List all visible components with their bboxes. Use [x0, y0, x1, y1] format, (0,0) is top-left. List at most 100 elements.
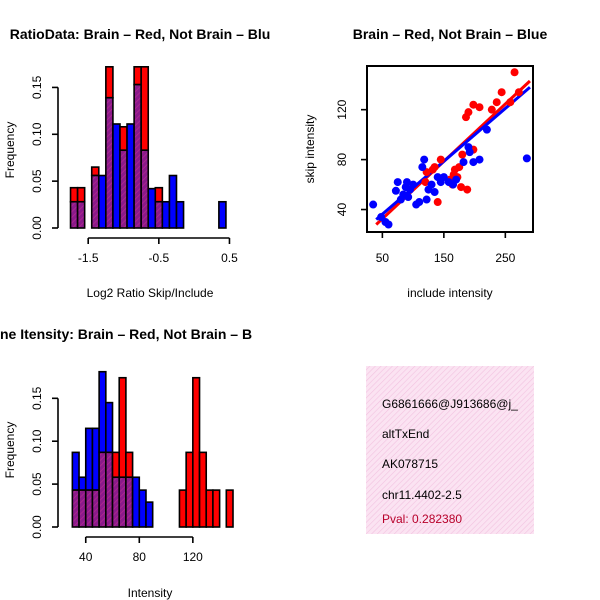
ratio-bar-brain	[69, 186, 79, 203]
intensity-bar-brain	[111, 451, 121, 479]
scatter-point-brain	[436, 155, 445, 164]
scatter-point-not-brain	[430, 188, 439, 197]
intensity-bar-not-brain	[131, 476, 141, 528]
scatter-plot-box	[366, 65, 534, 233]
intensity-bar-brain	[118, 376, 127, 479]
scatter-point-not-brain	[415, 198, 424, 207]
scatter-xlabel: include intensity	[407, 286, 492, 300]
intensity-bar-brain	[225, 489, 234, 528]
intensity-y-tick-label: 0.00	[30, 515, 44, 539]
scatter-point-brain	[428, 165, 437, 174]
intensity-bar-overlap	[105, 451, 114, 528]
intensity-bar-not-brain	[78, 476, 87, 491]
intensity-bar-overlap	[84, 489, 94, 528]
scatter-point-brain	[457, 183, 466, 192]
scatter-point-not-brain	[393, 178, 402, 187]
scatter-point-brain	[433, 198, 442, 207]
scatter-point-not-brain	[475, 155, 484, 164]
intensity-bar-brain	[205, 489, 214, 528]
intensity-histogram-title: ne Itensity: Brain – Red, Not Brain – B	[0, 326, 252, 342]
scatter-point-not-brain	[427, 180, 436, 189]
ratio-bar-overlap	[69, 200, 79, 229]
intensity-x-tick-label: 120	[183, 550, 203, 564]
scatter-point-not-brain	[418, 163, 427, 172]
ratio-bar-overlap	[90, 174, 100, 229]
scatter-y-tick-label: 120	[335, 99, 349, 119]
scatter-x-tick-label: 150	[434, 251, 454, 265]
intensity-bar-brain	[212, 489, 221, 528]
intensity-histogram-axes: 40 80 120 0.00 0.05 0.10 0.15	[30, 386, 203, 564]
intensity-bar-not-brain	[145, 501, 154, 528]
scatter-point-not-brain	[422, 195, 431, 204]
scatter-point-not-brain	[420, 155, 429, 164]
scatter-point-brain	[510, 68, 519, 77]
ratio-y-tick-label: 0.15	[30, 75, 44, 99]
ratio-bar-overlap	[105, 96, 114, 229]
ratio-bar-not-brain	[112, 123, 121, 229]
intensity-bar-not-brain	[138, 489, 147, 528]
intensity-histogram: ne Itensity: Brain – Red, Not Brain – B …	[0, 326, 252, 600]
intensity-bar-brain	[178, 489, 187, 528]
intensity-y-tick-label: 0.05	[30, 472, 44, 496]
info-box: G6861666@J913686@j_ altTxEnd AK078715 ch…	[366, 366, 534, 534]
intensity-x-tick-label: 40	[79, 550, 93, 564]
scatter-point-brain	[461, 113, 470, 122]
intensity-bar-overlap	[125, 476, 134, 528]
scatter-point-brain	[458, 150, 467, 159]
scatter-point-brain	[463, 185, 472, 194]
intensity-bar-overlap	[78, 489, 87, 528]
intensity-bar-not-brain	[105, 401, 114, 454]
scatter-point-not-brain	[469, 158, 478, 167]
scatter-point-not-brain	[452, 175, 461, 184]
intensity-y-tick-label: 0.15	[30, 386, 44, 410]
ratio-y-tick-label: 0.00	[30, 216, 44, 240]
ratio-bar-overlap	[76, 200, 86, 229]
intensity-bar-brain	[185, 451, 194, 528]
ratio-histogram-bars	[69, 66, 227, 229]
intensity-bar-overlap	[91, 489, 100, 528]
scatter-point-brain	[506, 98, 515, 107]
scatter-point-brain	[475, 103, 484, 112]
intensity-scatter: Brain – Red, Not Brain – Blue 50 150 250 40…	[303, 26, 547, 300]
ratio-bar-brain	[133, 66, 142, 86]
ratio-bar-overlap	[140, 149, 150, 229]
scatter-point-brain	[421, 178, 430, 187]
ratio-bar-brain	[76, 186, 86, 203]
ratio-bar-not-brain	[147, 187, 157, 229]
scatter-point-not-brain	[439, 173, 448, 182]
info-pval: Pval: 0.282380	[382, 512, 462, 526]
ratio-bar-not-brain	[161, 200, 171, 229]
ratio-y-tick-label: 0.10	[30, 122, 44, 146]
scatter-point-not-brain	[391, 186, 400, 195]
scatter-point-not-brain	[384, 220, 393, 229]
scatter-point-brain	[469, 100, 478, 109]
ratio-x-tick-label: -0.5	[148, 251, 169, 265]
scatter-point-not-brain	[522, 154, 531, 163]
ratio-x-tick-label: 0.5	[221, 251, 238, 265]
scatter-x-tick-label: 250	[495, 251, 515, 265]
ratio-histogram: RatioData: Brain – Red, Not Brain – Blu …	[3, 26, 270, 300]
scatter-point-not-brain	[369, 200, 378, 209]
intensity-bar-not-brain	[91, 427, 100, 491]
info-box-background	[366, 366, 534, 534]
scatter-y-tick-label: 40	[335, 203, 349, 217]
ratio-bar-brain	[90, 166, 100, 177]
intensity-y-tick-label: 0.10	[30, 429, 44, 453]
ratio-histogram-ylabel: Frequency	[3, 122, 17, 179]
info-line-accession: AK078715	[382, 457, 438, 471]
scatter-point-brain	[497, 88, 506, 97]
scatter-axes: 50 150 250 40 80 120	[335, 99, 516, 265]
scatter-point-not-brain	[482, 125, 491, 134]
intensity-bar-not-brain	[98, 370, 107, 454]
ratio-bar-brain	[140, 66, 150, 152]
intensity-histogram-ylabel: Frequency	[3, 422, 17, 479]
scatter-point-not-brain	[402, 178, 411, 187]
intensity-x-tick-label: 80	[133, 550, 147, 564]
intensity-bar-overlap	[111, 476, 121, 528]
scatter-y-tick-label: 80	[335, 153, 349, 167]
intensity-bar-brain	[192, 376, 201, 528]
intensity-bar-brain	[198, 451, 208, 528]
intensity-bar-brain	[125, 451, 134, 479]
intensity-bar-not-brain	[71, 451, 80, 491]
